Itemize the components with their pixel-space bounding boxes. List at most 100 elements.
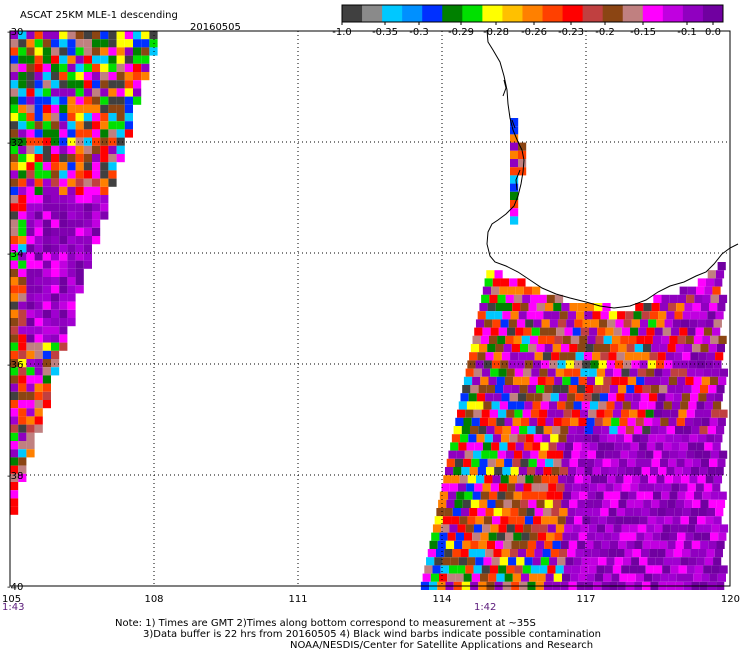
swath-cell <box>26 72 35 81</box>
swath-cell <box>42 227 51 236</box>
swath-cell <box>10 400 19 409</box>
swath-cell <box>666 311 675 320</box>
swath-cell <box>615 434 625 443</box>
swath-cell <box>116 88 125 97</box>
swath-cell <box>661 335 670 344</box>
swath-cell <box>453 467 462 476</box>
swath-cell <box>564 442 574 451</box>
swath-cell <box>67 121 76 130</box>
swath-cell <box>693 532 702 541</box>
swath-cell <box>669 532 678 541</box>
swath-cell <box>92 211 101 220</box>
swath-cell <box>515 286 524 295</box>
swath-cell <box>715 426 725 435</box>
swath-cell <box>641 311 650 320</box>
swath-cell <box>661 450 670 459</box>
swath-cell <box>628 450 638 459</box>
swath-cell <box>500 360 509 369</box>
swath-cell <box>518 142 527 151</box>
swath-cell <box>707 270 716 279</box>
swath-cell <box>67 178 76 187</box>
swath-cell <box>594 573 604 582</box>
swath-cell <box>462 540 471 549</box>
swath-cell <box>562 376 571 385</box>
swath-cell <box>655 401 664 410</box>
swath-cell <box>549 319 558 328</box>
swath-cell <box>92 170 101 179</box>
swath-cell <box>503 344 512 353</box>
swath-cell <box>581 401 590 410</box>
swath-cell <box>59 162 68 171</box>
swath-cell <box>59 309 68 318</box>
swath-cell <box>59 244 68 253</box>
swath-cell <box>10 482 19 491</box>
swath-cell <box>555 565 564 574</box>
swath-cell <box>463 376 473 385</box>
swath-cell <box>487 458 496 467</box>
swath-cell <box>75 219 84 228</box>
swath-cell <box>10 96 19 105</box>
swath-cell <box>683 426 692 435</box>
swath-cell <box>635 458 644 467</box>
swath-cell <box>542 434 551 443</box>
swath-cell <box>18 219 27 228</box>
swath-cell <box>575 549 584 558</box>
swath-cell <box>133 31 142 40</box>
swath-cell <box>708 344 717 353</box>
swath-cell <box>630 327 639 336</box>
swath-cell <box>707 311 716 320</box>
swath-cell <box>719 524 729 533</box>
swath-cell <box>578 417 587 426</box>
swath-cell <box>558 549 568 558</box>
swath-cell <box>34 104 43 113</box>
swath-cell <box>513 376 522 385</box>
swath-cell <box>513 491 522 500</box>
swath-cell <box>536 303 545 312</box>
swath-cell <box>51 244 60 253</box>
swath-cell <box>635 417 644 426</box>
swath-cell <box>503 303 513 312</box>
swath-cell <box>18 203 27 212</box>
swath-cell <box>474 442 483 451</box>
swath-cell <box>634 540 643 549</box>
swath-cell <box>687 524 696 533</box>
swath-cell <box>556 442 565 451</box>
swath-cell <box>655 360 665 369</box>
swath-cell <box>552 540 561 549</box>
swath-cell <box>10 375 19 384</box>
swath-cell <box>133 72 142 81</box>
swath-cell <box>687 368 696 377</box>
swath-cell <box>648 319 657 328</box>
swath-cell <box>575 393 584 402</box>
swath-cell <box>59 334 68 343</box>
swath-cell <box>116 47 125 56</box>
swath-cell <box>83 203 92 212</box>
swath-cell <box>527 540 537 549</box>
swath-cell <box>42 178 51 187</box>
swath-cell <box>83 137 92 146</box>
swath-cell <box>26 334 35 343</box>
swath-cell <box>701 417 710 426</box>
swath-cell <box>479 458 488 467</box>
swath-cell <box>491 360 501 369</box>
swath-cell <box>486 270 495 279</box>
swath-cell <box>604 565 613 574</box>
swath-cell <box>657 393 666 402</box>
swath-cell <box>444 467 454 476</box>
swath-cell <box>624 352 634 361</box>
swath-cell <box>498 327 508 336</box>
swath-cell <box>75 88 84 97</box>
swath-cell <box>694 450 703 459</box>
swath-cell <box>613 327 622 336</box>
swath-cell <box>618 458 628 467</box>
swath-cell <box>108 162 117 171</box>
swath-cell <box>100 88 109 97</box>
swath-cell <box>26 391 35 400</box>
swath-cell <box>533 434 543 443</box>
swath-cell <box>26 350 35 359</box>
swath-cell <box>34 186 43 195</box>
swath-cell <box>662 483 672 492</box>
swath-cell <box>10 80 19 89</box>
swath-cell <box>571 450 580 459</box>
swath-cell <box>625 467 634 476</box>
